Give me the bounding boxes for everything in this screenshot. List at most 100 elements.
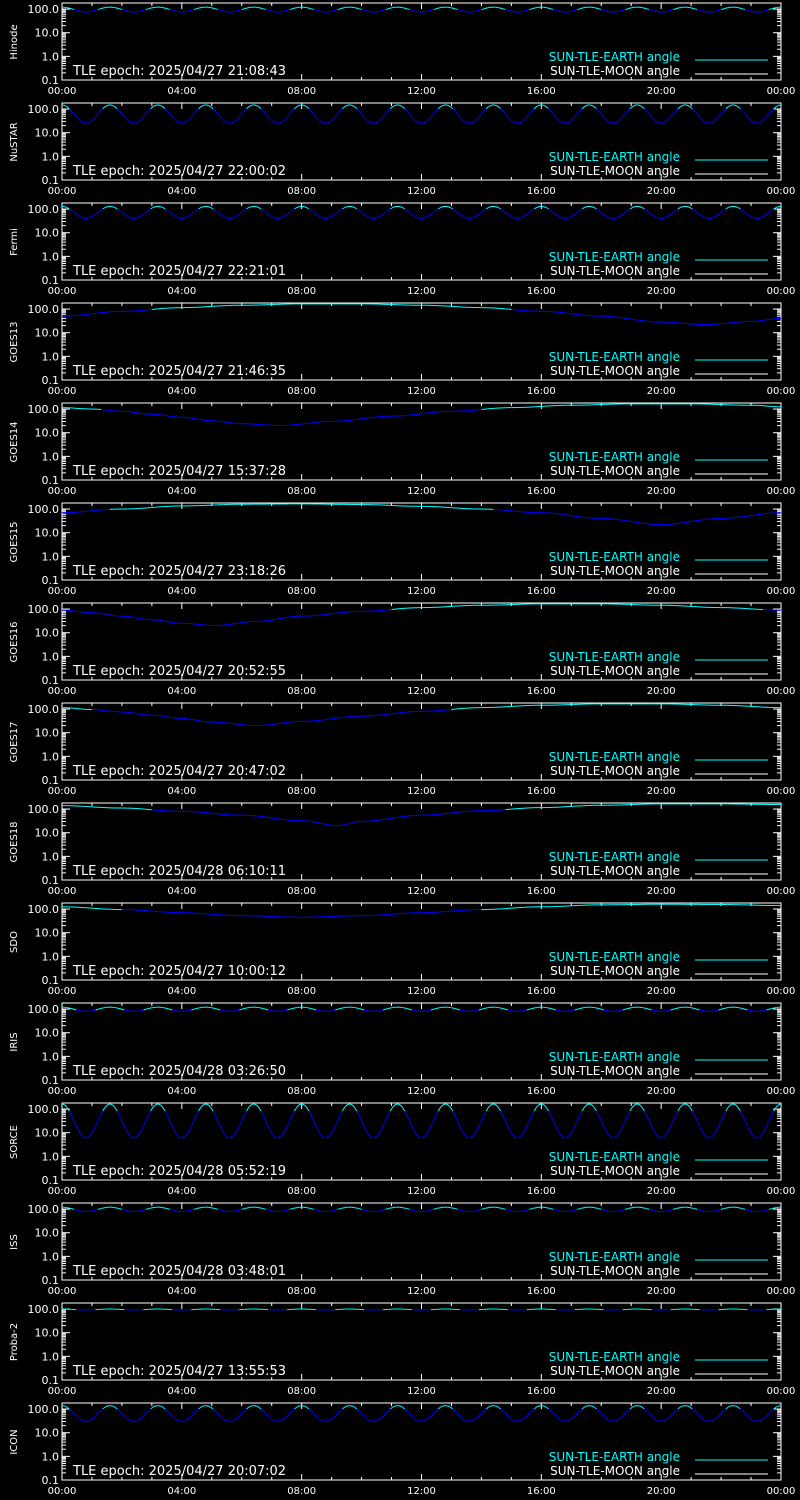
angle-curve-segment xyxy=(389,1106,394,1112)
angle-curve-segment xyxy=(704,121,707,124)
angle-curve-segment xyxy=(454,1008,458,1010)
angle-curve-segment xyxy=(145,210,149,213)
angle-curve-segment xyxy=(744,1008,748,1011)
angle-curve-segment xyxy=(672,210,676,213)
angle-curve-segment xyxy=(378,119,382,122)
angle-curve-segment xyxy=(430,113,434,118)
angle-curve-segment xyxy=(475,408,482,411)
angle-curve-segment xyxy=(323,1136,326,1139)
angle-curve-segment xyxy=(379,713,386,716)
angle-curve-segment xyxy=(497,106,501,110)
angle-curve-segment xyxy=(164,1007,168,1010)
angle-curve-segment xyxy=(195,208,199,211)
angle-curve-segment xyxy=(160,104,163,108)
angle-curve-segment xyxy=(191,212,195,215)
x-tick-label: 20:00 xyxy=(647,86,676,97)
angle-curve-segment xyxy=(483,1110,487,1116)
angle-curve-segment xyxy=(433,1115,437,1122)
angle-curve-segment xyxy=(121,113,125,118)
angle-curve-segment xyxy=(670,212,674,215)
angle-curve-segment xyxy=(766,113,770,118)
angle-curve-segment xyxy=(164,1207,168,1210)
angle-curve-segment xyxy=(553,512,560,515)
angle-curve-segment xyxy=(452,1110,456,1116)
angle-curve-segment xyxy=(649,1008,652,1011)
angle-curve-segment xyxy=(97,1115,101,1122)
angle-curve-segment xyxy=(390,106,394,110)
angle-curve-segment xyxy=(402,106,406,110)
angle-curve-segment xyxy=(361,9,365,11)
angle-curve-segment xyxy=(485,207,489,210)
x-tick-label: 12:00 xyxy=(407,686,436,697)
angle-curve-segment xyxy=(262,1115,267,1122)
angle-curve-segment xyxy=(385,817,392,820)
angle-curve-segment xyxy=(522,10,525,13)
y-tick-label: 100.0 xyxy=(28,803,60,816)
angle-curve-segment xyxy=(193,210,197,213)
angle-curve-segment xyxy=(428,1209,432,1212)
angle-curve-segment xyxy=(143,1008,147,1011)
angle-curve-segment xyxy=(433,110,437,115)
angle-curve-segment xyxy=(85,313,93,315)
angle-curve-segment xyxy=(603,213,607,217)
satellite-name: ISS xyxy=(9,1234,20,1250)
angle-curve-segment xyxy=(593,7,597,9)
x-tick-label: 00:00 xyxy=(48,786,77,797)
angle-curve-segment xyxy=(507,1009,511,1011)
angle-curve-segment xyxy=(274,618,280,621)
angle-curve-segment xyxy=(598,210,602,213)
angle-curve-segment xyxy=(557,119,561,122)
angle-curve-segment xyxy=(143,113,147,118)
angle-curve-segment xyxy=(150,106,154,110)
angle-curve-segment xyxy=(648,1120,653,1127)
angle-curve-segment xyxy=(318,10,321,13)
angle-curve-segment xyxy=(112,104,115,108)
angle-curve-segment xyxy=(121,1208,125,1211)
angle-curve-segment xyxy=(519,121,523,124)
angle-curve-segment xyxy=(295,423,302,426)
angle-curve-segment xyxy=(169,1208,173,1211)
angle-curve-segment xyxy=(401,1106,406,1112)
x-tick-label: 16:00 xyxy=(527,286,556,297)
y-tick-label: 100.0 xyxy=(28,603,60,616)
angle-curve-segment xyxy=(577,1208,580,1210)
angle-curve-segment xyxy=(404,108,408,112)
angle-curve-segment xyxy=(670,9,674,11)
angle-curve-segment xyxy=(773,207,777,210)
angle-curve-segment xyxy=(152,1104,156,1108)
satellite-name: Hinode xyxy=(9,24,20,59)
angle-curve-segment xyxy=(665,1130,669,1135)
angle-curve-segment xyxy=(97,311,104,314)
angle-curve-segment xyxy=(505,1208,508,1211)
angle-curve-segment xyxy=(311,421,317,424)
angle-curve-segment xyxy=(95,212,99,215)
x-tick-label: 00:00 xyxy=(767,786,796,797)
angle-curve-segment xyxy=(451,708,458,710)
angle-curve-segment xyxy=(718,1208,722,1211)
angle-curve-segment xyxy=(152,104,156,108)
y-tick-label: 100.0 xyxy=(28,1003,60,1016)
angle-curve-segment xyxy=(373,416,380,418)
angle-curve-segment xyxy=(166,621,170,623)
angle-curve-segment xyxy=(337,1008,341,1010)
angle-curve-segment xyxy=(579,208,583,211)
angle-curve-segment xyxy=(191,1208,194,1211)
angle-curve-segment xyxy=(320,121,324,124)
angle-curve-segment xyxy=(622,9,626,11)
angle-curve-segment xyxy=(174,215,178,218)
angle-curve-segment xyxy=(668,1209,671,1212)
angle-curve-segment xyxy=(687,104,691,108)
angle-curve-segment xyxy=(279,617,284,620)
angle-curve-segment xyxy=(744,515,752,517)
angle-curve-segment xyxy=(550,1115,554,1122)
angle-curve-segment xyxy=(593,1106,597,1112)
angle-curve-segment xyxy=(483,208,487,211)
y-tick-label: 10.0 xyxy=(35,327,60,340)
angle-curve-segment xyxy=(629,1106,633,1112)
angle-curve-segment xyxy=(128,121,132,124)
angle-curve-segment xyxy=(596,1007,599,1010)
angle-curve-segment xyxy=(673,1208,676,1210)
angle-curve-segment xyxy=(355,418,362,421)
x-tick-label: 08:00 xyxy=(287,886,316,897)
angle-curve-segment xyxy=(217,813,224,815)
